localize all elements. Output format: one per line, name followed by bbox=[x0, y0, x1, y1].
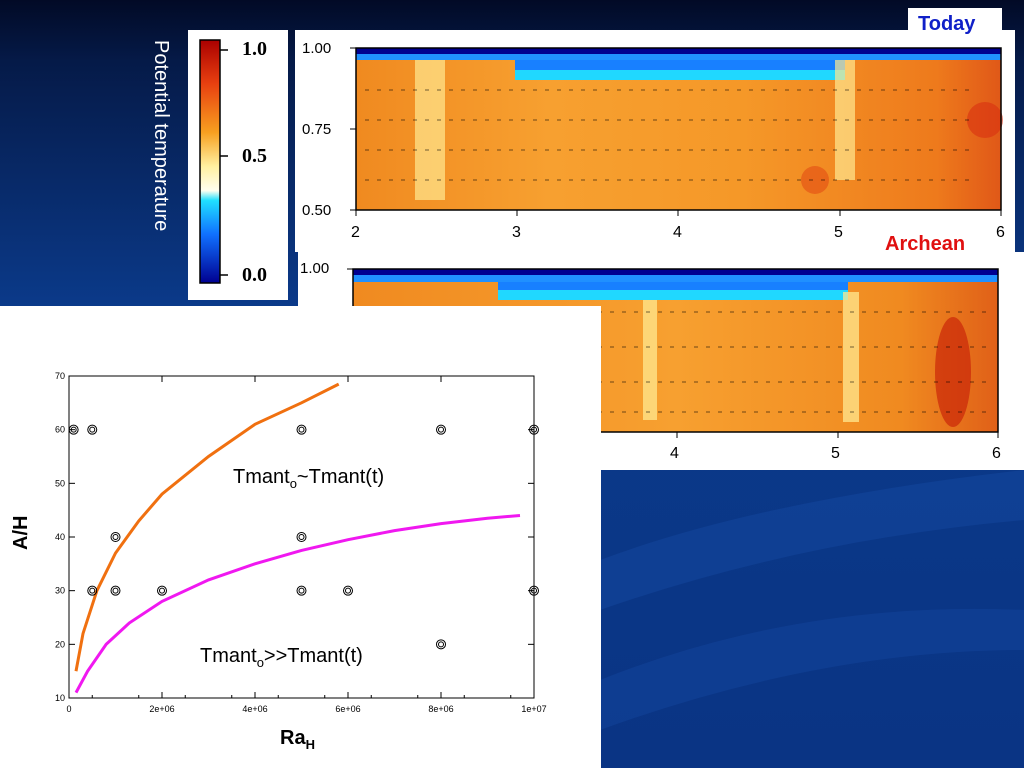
top-x-tick-3: 3 bbox=[512, 224, 521, 241]
x-tick-label: 6e+06 bbox=[335, 704, 360, 714]
annotation-stagnant-sub: o bbox=[289, 476, 297, 491]
data-point-inner bbox=[298, 587, 305, 594]
data-point bbox=[296, 585, 307, 596]
bottom-x-tick-5: 5 bbox=[831, 445, 840, 462]
data-point bbox=[87, 585, 98, 596]
annotation-plate: Tmanto>>Tmant(t) bbox=[200, 645, 363, 670]
top-convection-plot bbox=[350, 47, 1003, 216]
bottom-x-tick-4: 4 bbox=[670, 445, 679, 462]
top-x-tick-5: 5 bbox=[834, 224, 843, 241]
data-point-inner bbox=[438, 641, 444, 648]
y-tick-label: 70 bbox=[55, 371, 65, 381]
data-point-inner bbox=[112, 534, 119, 540]
data-point bbox=[529, 424, 539, 435]
colorbar-tick-0: 0.0 bbox=[242, 264, 267, 286]
archean-label: Archean bbox=[885, 233, 966, 255]
data-point-inner bbox=[298, 426, 305, 433]
colorbar-title: Potential temperature bbox=[150, 40, 172, 232]
regime-chart-panel bbox=[0, 306, 601, 768]
top-x-tick-6: 6 bbox=[996, 224, 1005, 241]
x-tick-label: 1e+07 bbox=[521, 704, 546, 714]
data-point bbox=[296, 424, 307, 435]
data-point bbox=[68, 424, 79, 435]
top-x-tick-4: 4 bbox=[673, 224, 682, 241]
y-tick-label: 60 bbox=[55, 425, 65, 435]
y-tick-label: 20 bbox=[55, 639, 65, 649]
colorbar-tick-0-5: 0.5 bbox=[242, 145, 267, 167]
data-point-inner bbox=[89, 426, 96, 433]
y-tick-label: 30 bbox=[55, 586, 65, 596]
annotation-stagnant-rest: ~Tmant(t) bbox=[296, 466, 385, 488]
colorbar bbox=[199, 39, 228, 284]
data-point-inner bbox=[531, 587, 537, 594]
x-axis-label-main: Ra bbox=[280, 727, 306, 749]
data-point-inner bbox=[89, 587, 96, 594]
data-point bbox=[529, 585, 539, 596]
data-point-inner bbox=[298, 534, 305, 540]
regime-diagram-chart: 0 2e+06 4e+06 6e+06 8e+06 1e+07 10 20 30 40 50 60 70 bbox=[55, 371, 547, 714]
data-point-inner bbox=[159, 587, 165, 594]
data-point bbox=[436, 639, 446, 650]
y-tick-label: 50 bbox=[55, 478, 65, 488]
annotation-stagnant-main: Tmant bbox=[233, 466, 290, 488]
data-point bbox=[110, 585, 121, 596]
data-point bbox=[296, 532, 307, 542]
data-point-inner bbox=[112, 587, 119, 594]
data-point-inner bbox=[345, 587, 351, 594]
data-point bbox=[110, 532, 121, 542]
annotation-plate-rest: >>Tmant(t) bbox=[263, 645, 363, 667]
x-tick-label: 2e+06 bbox=[149, 704, 174, 714]
today-label-box bbox=[908, 8, 1002, 42]
top-y-tick-0-5: 0.50 bbox=[302, 202, 332, 219]
today-label: Today bbox=[918, 13, 976, 35]
data-point-inner bbox=[531, 426, 537, 433]
data-point-inner bbox=[438, 426, 444, 433]
x-axis-label-sub: H bbox=[305, 737, 315, 752]
bottom-y-tick-1: 1.00 bbox=[300, 260, 330, 277]
y-tick-label: 10 bbox=[55, 693, 65, 703]
top-x-tick-2: 2 bbox=[351, 224, 360, 241]
x-axis-label: RaH bbox=[280, 727, 315, 752]
annotation-plate-sub: o bbox=[256, 655, 264, 670]
data-point bbox=[436, 424, 446, 435]
annotation-stagnant: Tmanto~Tmant(t) bbox=[233, 466, 384, 491]
data-point bbox=[87, 424, 98, 435]
top-y-tick-0-75: 0.75 bbox=[302, 121, 332, 138]
y-tick-label: 40 bbox=[55, 532, 65, 542]
annotation-plate-main: Tmant bbox=[200, 645, 257, 667]
y-axis-label: A/H bbox=[10, 515, 32, 550]
data-point bbox=[157, 585, 167, 596]
bottom-x-tick-6: 6 bbox=[992, 445, 1001, 462]
data-point bbox=[343, 585, 353, 596]
boundary-curve-0 bbox=[74, 382, 340, 672]
x-tick-label: 8e+06 bbox=[428, 704, 453, 714]
colorbar-tick-1: 1.0 bbox=[242, 38, 267, 60]
boundary-curve-1 bbox=[74, 514, 521, 694]
x-tick-label: 0 bbox=[66, 704, 71, 714]
top-y-tick-1: 1.00 bbox=[302, 40, 332, 57]
x-tick-label: 4e+06 bbox=[242, 704, 267, 714]
data-point-inner bbox=[70, 426, 77, 433]
